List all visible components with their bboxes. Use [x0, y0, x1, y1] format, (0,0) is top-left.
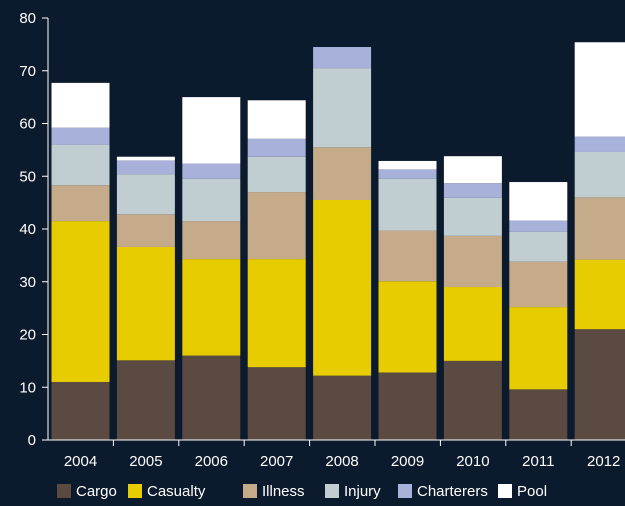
y-tick-label-10: 10 — [19, 379, 36, 396]
bar-segment-charterers-2008 — [313, 47, 372, 69]
y-tick-label-0: 0 — [28, 432, 36, 449]
legend-label-injury: Injury — [344, 483, 381, 500]
x-tick-label-2010: 2010 — [456, 453, 489, 470]
bar-segment-casualty-2005 — [116, 246, 175, 361]
bar-segment-illness-2011 — [509, 261, 568, 308]
axes-group: 0 10 20 30 40 50 60 70 80 2004 2005 2006 2007 2008 200… — [19, 10, 625, 470]
bar-segment-pool-2012 — [574, 42, 625, 137]
bar-segment-casualty-2008 — [313, 199, 372, 376]
bar-segment-cargo-2008 — [313, 375, 372, 440]
bar-segment-charterers-2006 — [182, 163, 241, 179]
y-tick-label-70: 70 — [19, 63, 36, 80]
bar-segment-casualty-2006 — [182, 259, 241, 356]
legend-swatch-cargo — [57, 484, 71, 498]
legend-label-illness: Illness — [262, 483, 305, 500]
bar-segment-injury-2004 — [51, 144, 110, 186]
bar-segment-cargo-2012 — [574, 329, 625, 440]
bar-segment-illness-2006 — [182, 221, 241, 260]
x-tick-label-2004: 2004 — [64, 453, 97, 470]
bar-segment-injury-2006 — [182, 178, 241, 222]
legend-label-pool: Pool — [517, 483, 547, 500]
bar-segment-injury-2010 — [443, 197, 502, 236]
bar-segment-pool-2011 — [509, 182, 568, 221]
bar-segment-charterers-2011 — [509, 220, 568, 232]
bar-segment-charterers-2007 — [247, 138, 306, 157]
bar-segment-charterers-2004 — [51, 127, 110, 145]
legend-label-cargo: Cargo — [76, 483, 117, 500]
bar-segment-charterers-2012 — [574, 136, 625, 152]
bar-segment-injury-2009 — [378, 178, 437, 231]
bar-segment-cargo-2005 — [116, 360, 175, 440]
bar-segment-pool-2006 — [182, 97, 241, 164]
bar-segment-injury-2011 — [509, 231, 568, 262]
bar-segment-illness-2012 — [574, 197, 625, 260]
y-tick-label-80: 80 — [19, 10, 36, 27]
bar-segment-casualty-2012 — [574, 259, 625, 330]
legend-swatch-casualty — [128, 484, 142, 498]
bar-segment-illness-2008 — [313, 147, 372, 200]
bar-segment-pool-2004 — [51, 82, 110, 128]
x-tick-label-2011: 2011 — [522, 453, 554, 470]
y-tick-label-40: 40 — [19, 221, 36, 238]
y-tick-label-30: 30 — [19, 274, 36, 291]
x-tick-label-2012: 2012 — [587, 453, 620, 470]
bar-segment-casualty-2010 — [443, 287, 502, 361]
bar-segment-injury-2008 — [313, 68, 372, 148]
legend-label-casualty: Casualty — [147, 483, 206, 500]
legend: Cargo Casualty Illness Injury Charterers Pool — [57, 483, 547, 500]
legend-swatch-illness — [243, 484, 257, 498]
bar-segment-pool-2005 — [116, 156, 175, 161]
bar-segment-casualty-2007 — [247, 259, 306, 368]
bar-segment-pool-2010 — [443, 156, 502, 184]
bar-segment-illness-2007 — [247, 192, 306, 260]
bar-segment-charterers-2009 — [378, 169, 437, 179]
bar-segment-illness-2004 — [51, 185, 110, 222]
legend-swatch-injury — [325, 484, 339, 498]
x-tick-label-2007: 2007 — [260, 453, 293, 470]
bar-segment-illness-2009 — [378, 230, 437, 282]
bar-segment-pool-2009 — [378, 160, 437, 170]
bar-segment-charterers-2010 — [443, 183, 502, 198]
bar-segment-cargo-2006 — [182, 355, 241, 440]
bar-segment-illness-2010 — [443, 235, 502, 288]
bar-segment-injury-2005 — [116, 174, 175, 215]
bar-segment-charterers-2005 — [116, 160, 175, 175]
legend-swatch-charterers — [398, 484, 412, 498]
bars-group — [51, 42, 625, 441]
bar-segment-pool-2007 — [247, 100, 306, 139]
legend-label-charterers: Charterers — [417, 483, 488, 500]
bar-segment-casualty-2004 — [51, 221, 110, 382]
bar-segment-injury-2007 — [247, 156, 306, 193]
bar-segment-illness-2005 — [116, 214, 175, 247]
bar-segment-cargo-2011 — [509, 389, 568, 440]
legend-swatch-pool — [498, 484, 512, 498]
y-tick-label-60: 60 — [19, 116, 36, 133]
bar-segment-cargo-2007 — [247, 367, 306, 440]
bar-segment-cargo-2009 — [378, 372, 437, 440]
x-tick-label-2006: 2006 — [195, 453, 228, 470]
x-tick-label-2008: 2008 — [325, 453, 358, 470]
y-tick-label-50: 50 — [19, 168, 36, 185]
bar-segment-cargo-2010 — [443, 360, 502, 441]
bar-segment-casualty-2009 — [378, 281, 437, 373]
x-tick-label-2009: 2009 — [391, 453, 424, 470]
bar-segment-cargo-2004 — [51, 381, 110, 440]
y-tick-label-20: 20 — [19, 327, 36, 344]
bar-segment-casualty-2011 — [509, 307, 568, 390]
x-tick-label-2005: 2005 — [129, 453, 162, 470]
bar-segment-injury-2012 — [574, 151, 625, 198]
